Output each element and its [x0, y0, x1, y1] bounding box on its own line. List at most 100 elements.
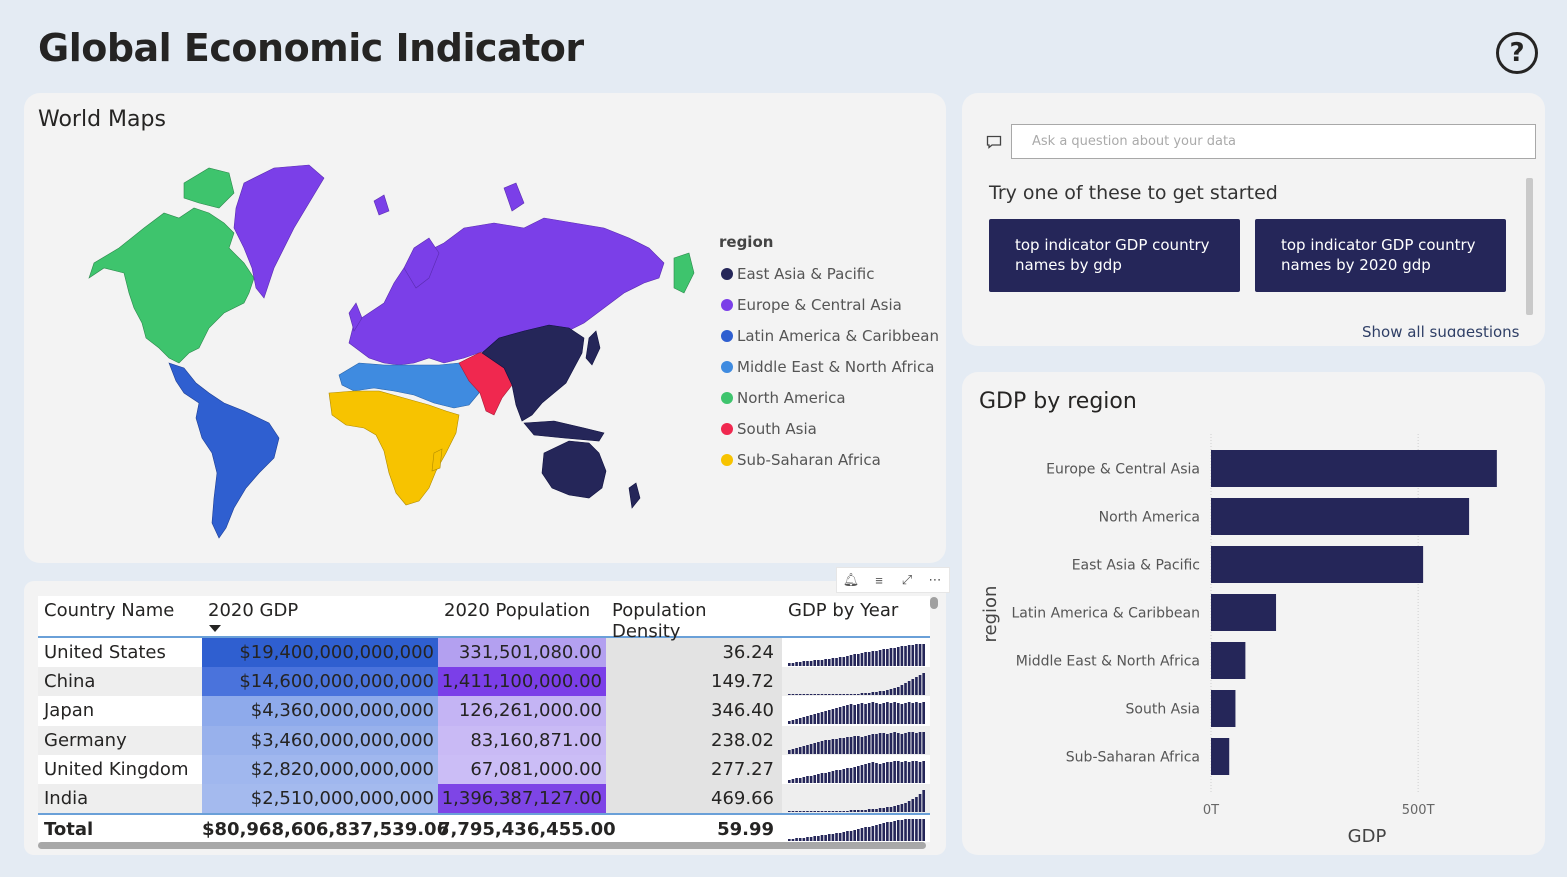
sparkline-bar — [889, 806, 893, 812]
sparkline-bar — [820, 694, 824, 696]
bar[interactable] — [1211, 498, 1470, 535]
column-header-gdp-by-year[interactable]: GDP by Year — [788, 600, 899, 621]
table-row[interactable]: United States $19,400,000,000,000 331,501,… — [38, 638, 930, 668]
suggestion-button-1[interactable]: top indicator GDP country names by gdp — [989, 219, 1240, 292]
column-header-density[interactable]: Population Density — [612, 600, 707, 642]
sparkline-bar — [827, 659, 831, 666]
sparkline-bar — [871, 826, 875, 842]
bar[interactable] — [1211, 642, 1246, 679]
region-east-asia-pacific[interactable] — [481, 324, 585, 422]
sparkline-bar — [882, 691, 886, 696]
sparkline-bar — [922, 760, 925, 783]
sparkline-bar — [813, 660, 817, 666]
qa-scrollbar[interactable] — [1526, 178, 1533, 315]
sparkline-bar — [911, 679, 915, 696]
sparkline-bar — [886, 702, 889, 725]
cell-sparkline — [782, 726, 930, 755]
bell-icon[interactable]: 🔔︎ — [842, 572, 860, 587]
table-horizontal-scrollbar[interactable] — [38, 842, 926, 849]
legend-item[interactable]: Middle East & North Africa — [719, 351, 939, 382]
legend-item[interactable]: Sub-Saharan Africa — [719, 444, 939, 475]
bar[interactable] — [1211, 690, 1236, 727]
category-label: Sub-Saharan Africa — [1066, 750, 1200, 766]
sparkline-bar — [853, 735, 856, 754]
region-australia[interactable] — [541, 440, 607, 499]
column-header-population[interactable]: 2020 Population — [444, 600, 591, 621]
sparkline-bar — [813, 694, 817, 696]
qa-input[interactable] — [1011, 124, 1536, 159]
total-sparkline-cell — [782, 815, 930, 842]
sparkline-bar — [853, 654, 856, 666]
sparkline-bar — [849, 694, 853, 696]
sparkline-bar — [886, 733, 889, 754]
sparkline-bar — [918, 793, 922, 812]
region-north-america[interactable] — [88, 207, 255, 364]
sparkline-bar — [788, 663, 791, 666]
cell-population: 331,501,080.00 — [438, 638, 606, 668]
table-row[interactable]: China $14,600,000,000,000 1,411,100,000.00… — [38, 667, 930, 697]
legend-item[interactable]: Europe & Central Asia — [719, 289, 939, 320]
cell-gdp: $3,460,000,000,000 — [202, 725, 438, 755]
world-map[interactable] — [84, 153, 704, 543]
focus-mode-icon[interactable]: ⤢ — [901, 572, 913, 587]
legend-item[interactable]: South Asia — [719, 413, 939, 444]
column-header-country[interactable]: Country Name — [44, 600, 175, 621]
sparkline-bar — [871, 808, 875, 812]
column-header-gdp[interactable]: 2020 GDP — [202, 596, 438, 636]
table-row[interactable]: United Kingdom $2,820,000,000,000 67,081,0… — [38, 754, 930, 784]
cell-sparkline — [782, 755, 930, 784]
region-sub-saharan-africa[interactable] — [328, 390, 460, 506]
region-svalbard — [373, 194, 390, 216]
filter-icon[interactable]: ≡ — [875, 572, 883, 588]
legend-item[interactable]: Latin America & Caribbean — [719, 320, 939, 351]
legend-label: Latin America & Caribbean — [737, 326, 939, 345]
sparkline-bar — [820, 772, 824, 783]
bar[interactable] — [1211, 546, 1424, 583]
total-density: 59.99 — [717, 819, 774, 841]
sparkline-bar — [820, 712, 824, 725]
sparkline-bar — [857, 704, 860, 725]
cell-density: 469.66 — [606, 783, 782, 814]
legend-dot-icon — [721, 267, 733, 280]
sparkline-bar — [846, 810, 849, 812]
table-row[interactable]: Germany $3,460,000,000,000 83,160,871.00 23… — [38, 725, 930, 755]
cell-country: China — [44, 671, 96, 693]
sparkline-bar — [878, 763, 882, 783]
sparkline-bar — [893, 821, 896, 842]
sparkline-bar — [798, 777, 802, 783]
sparkline-bar — [904, 802, 907, 812]
sparkline-bar — [915, 732, 918, 754]
sparkline-bar — [871, 651, 875, 666]
help-icon[interactable]: ? — [1496, 32, 1538, 74]
sparkline-bar — [922, 819, 925, 842]
legend-item[interactable]: East Asia & Pacific — [719, 258, 939, 289]
sparkline-bar — [798, 718, 802, 725]
sparkline-bar — [838, 707, 842, 725]
sparkline-bar — [849, 831, 853, 842]
bar[interactable] — [1211, 738, 1230, 775]
sparkline-bar — [867, 693, 871, 696]
sparkline-bar — [893, 805, 896, 812]
cell-gdp: $2,820,000,000,000 — [202, 754, 438, 784]
sparkline-bar — [886, 761, 889, 783]
country-table: Country Name 2020 GDP 2020 Population Po… — [38, 596, 930, 843]
bar[interactable] — [1211, 450, 1497, 487]
sparkline-bar — [911, 819, 915, 842]
bar[interactable] — [1211, 594, 1277, 631]
table-row[interactable]: India $2,510,000,000,000 1,396,387,127.00 4… — [38, 783, 930, 814]
region-alaska-east — [673, 252, 695, 294]
suggestion-button-2[interactable]: top indicator GDP country names by 2020 … — [1255, 219, 1506, 292]
more-options-icon[interactable]: ⋯ — [928, 572, 942, 587]
legend-item[interactable]: North America — [719, 382, 939, 413]
region-middle-east-north-africa[interactable] — [338, 362, 480, 409]
cell-sparkline — [782, 784, 930, 813]
sparkline-bar — [889, 732, 893, 754]
cell-country: United Kingdom — [44, 758, 189, 780]
sparkline-bar — [846, 767, 849, 783]
total-gdp: $80,968,606,837,539.06 — [202, 819, 450, 841]
table-row[interactable]: Japan $4,360,000,000,000 126,261,000.00 346… — [38, 696, 930, 726]
show-all-suggestions-link[interactable]: Show all suggestions — [1362, 323, 1520, 337]
sparkline-bar — [853, 766, 856, 783]
table-vertical-scrollbar[interactable] — [930, 597, 938, 609]
region-latin-america[interactable] — [168, 362, 280, 539]
